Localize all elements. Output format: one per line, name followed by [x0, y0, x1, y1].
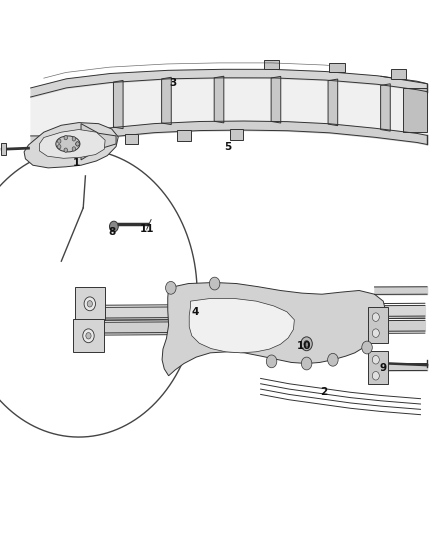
Circle shape	[328, 353, 338, 366]
FancyBboxPatch shape	[329, 63, 345, 72]
Circle shape	[72, 137, 76, 141]
Circle shape	[372, 329, 379, 337]
Circle shape	[86, 333, 91, 339]
Polygon shape	[328, 79, 338, 126]
Circle shape	[372, 372, 379, 380]
Circle shape	[166, 281, 176, 294]
Text: 3: 3	[170, 78, 177, 87]
Circle shape	[209, 277, 220, 290]
Circle shape	[372, 356, 379, 364]
Text: 1: 1	[73, 158, 80, 167]
FancyBboxPatch shape	[391, 69, 406, 79]
Circle shape	[57, 139, 61, 143]
Polygon shape	[24, 123, 118, 168]
Ellipse shape	[56, 136, 80, 152]
Polygon shape	[214, 76, 224, 123]
FancyBboxPatch shape	[1, 143, 6, 155]
Circle shape	[84, 297, 95, 311]
Circle shape	[87, 301, 92, 307]
Polygon shape	[81, 124, 116, 160]
Polygon shape	[271, 76, 281, 123]
Circle shape	[301, 337, 312, 351]
Circle shape	[64, 148, 67, 152]
Text: 9: 9	[380, 363, 387, 373]
Polygon shape	[162, 77, 171, 125]
FancyBboxPatch shape	[230, 129, 243, 140]
Text: 5: 5	[224, 142, 231, 151]
Circle shape	[372, 313, 379, 321]
FancyBboxPatch shape	[264, 60, 279, 69]
FancyBboxPatch shape	[368, 307, 388, 343]
Text: 11: 11	[139, 224, 154, 234]
Polygon shape	[162, 282, 385, 376]
Polygon shape	[113, 80, 123, 128]
Circle shape	[76, 142, 79, 146]
Circle shape	[83, 329, 94, 343]
Circle shape	[304, 341, 309, 347]
Text: 2: 2	[321, 387, 328, 397]
Circle shape	[266, 355, 277, 368]
Circle shape	[64, 135, 67, 140]
Circle shape	[76, 142, 79, 146]
FancyBboxPatch shape	[177, 130, 191, 141]
Circle shape	[57, 144, 61, 149]
FancyBboxPatch shape	[368, 351, 388, 384]
Circle shape	[110, 221, 118, 232]
Text: 8: 8	[108, 227, 115, 237]
Polygon shape	[189, 298, 294, 353]
FancyBboxPatch shape	[125, 134, 138, 144]
FancyBboxPatch shape	[74, 287, 105, 320]
Polygon shape	[39, 130, 105, 158]
FancyBboxPatch shape	[403, 88, 427, 132]
Circle shape	[301, 357, 312, 370]
FancyBboxPatch shape	[74, 319, 103, 352]
Circle shape	[72, 147, 76, 151]
Polygon shape	[381, 84, 390, 131]
Circle shape	[362, 341, 372, 354]
Text: 10: 10	[297, 342, 312, 351]
Text: 4: 4	[191, 307, 198, 317]
